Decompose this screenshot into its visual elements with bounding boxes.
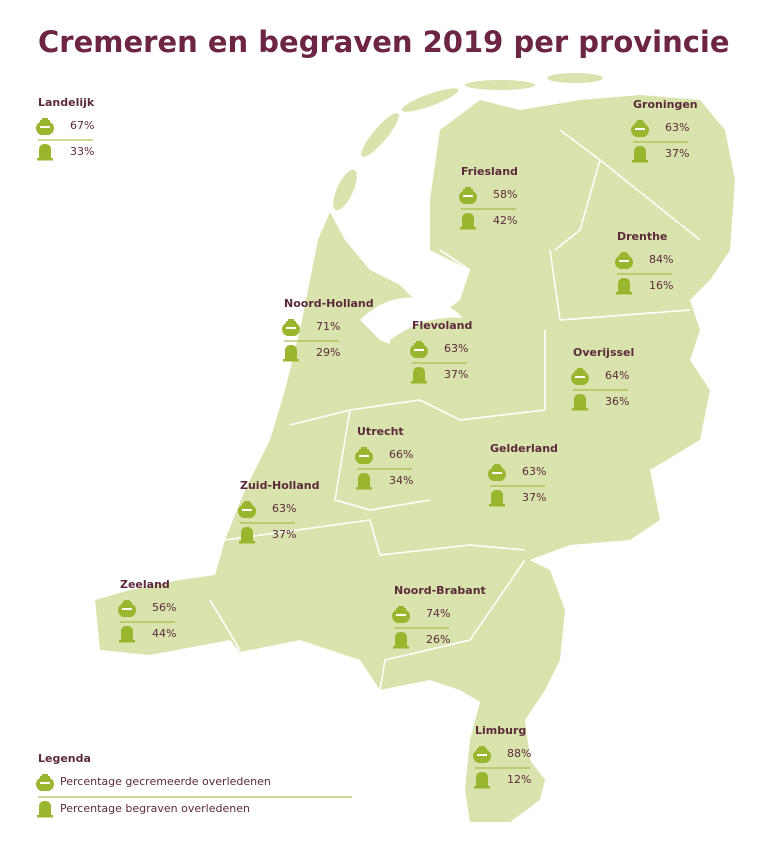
buried-percentage: 36% xyxy=(605,395,629,408)
region-name: Noord-Holland xyxy=(284,297,374,310)
cremated-percentage: 56% xyxy=(152,601,176,614)
buried-percentage: 12% xyxy=(507,773,531,786)
cremated-percentage: 84% xyxy=(649,253,673,266)
urn-icon xyxy=(36,118,54,135)
region-name: Flevoland xyxy=(412,319,472,332)
buried-percentage: 29% xyxy=(316,346,340,359)
region-name: Drenthe xyxy=(617,230,667,243)
cremated-percentage: 63% xyxy=(522,465,546,478)
buried-percentage: 44% xyxy=(152,627,176,640)
buried-percentage: 33% xyxy=(70,145,94,158)
buried-percentage: 16% xyxy=(649,279,673,292)
region-name: Landelijk xyxy=(38,96,95,109)
urn-icon xyxy=(282,319,300,336)
region-name: Zuid-Holland xyxy=(240,479,319,492)
cremated-percentage: 74% xyxy=(426,607,450,620)
region-name: Limburg xyxy=(475,724,526,737)
region-name: Zeeland xyxy=(120,578,170,591)
buried-percentage: 34% xyxy=(389,474,413,487)
grave-icon xyxy=(37,801,53,818)
map xyxy=(95,73,735,822)
cremated-percentage: 63% xyxy=(272,502,296,515)
legend-label: Percentage gecremeerde overledenen xyxy=(60,775,271,788)
cremated-percentage: 58% xyxy=(493,188,517,201)
cremated-percentage: 71% xyxy=(316,320,340,333)
grave-icon xyxy=(37,144,53,161)
region-name: Noord-Brabant xyxy=(394,584,486,597)
region-name: Friesland xyxy=(461,165,518,178)
cremated-percentage: 63% xyxy=(444,342,468,355)
legend-label: Percentage begraven overledenen xyxy=(60,802,250,815)
region-name: Utrecht xyxy=(357,425,404,438)
region-name: Overijssel xyxy=(573,346,634,359)
region-name: Gelderland xyxy=(490,442,558,455)
cremated-percentage: 63% xyxy=(665,121,689,134)
cremated-percentage: 64% xyxy=(605,369,629,382)
buried-percentage: 37% xyxy=(665,147,689,160)
buried-percentage: 26% xyxy=(426,633,450,646)
title: Cremeren en begraven 2019 per provincie xyxy=(38,25,730,59)
cremated-percentage: 67% xyxy=(70,119,94,132)
region-name: Groningen xyxy=(633,98,698,111)
legend: Legenda Percentage gecremeerde overleden… xyxy=(36,752,352,818)
buried-percentage: 37% xyxy=(444,368,468,381)
legend-title: Legenda xyxy=(38,752,91,765)
buried-percentage: 37% xyxy=(272,528,296,541)
cremated-percentage: 66% xyxy=(389,448,413,461)
urn-icon xyxy=(36,774,54,791)
buried-percentage: 37% xyxy=(522,491,546,504)
buried-percentage: 42% xyxy=(493,214,517,227)
cremated-percentage: 88% xyxy=(507,747,531,760)
